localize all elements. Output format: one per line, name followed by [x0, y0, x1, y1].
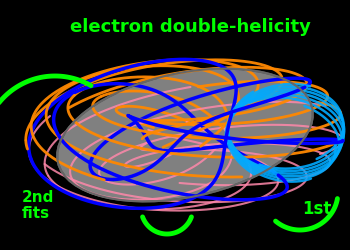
Text: electron double-helicity: electron double-helicity [70, 18, 310, 36]
Ellipse shape [57, 68, 313, 202]
Text: 1st: 1st [302, 200, 331, 218]
Text: 2nd
fits: 2nd fits [22, 190, 54, 221]
